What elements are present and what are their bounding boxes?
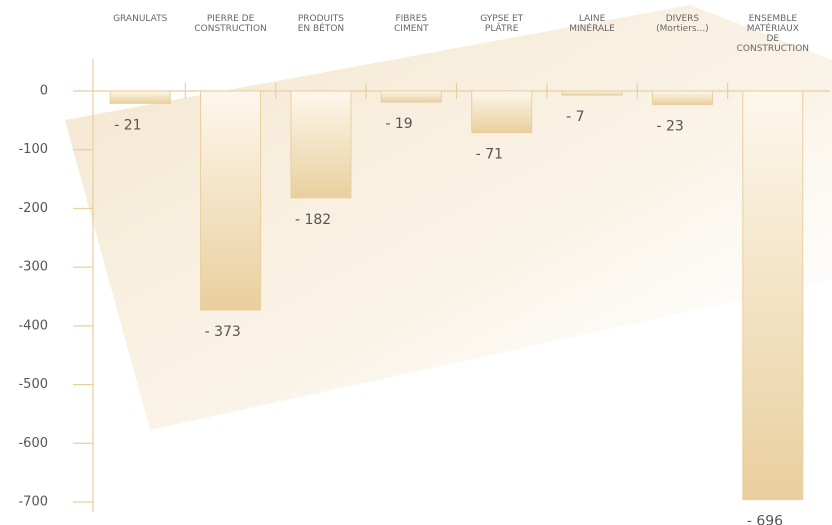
x-tick-label: GYPSE ET PLÂTRE: [480, 14, 523, 34]
y-tick-label: -400: [18, 318, 48, 333]
y-tick-label: -500: [18, 377, 48, 392]
bar: [380, 90, 442, 103]
x-tick-label-line: DE: [767, 34, 780, 44]
x-tick-label: DIVERS (Mortiers...): [656, 14, 709, 34]
value-label: - 696: [747, 514, 783, 525]
x-tick-label: FIBRES CIMENT: [394, 14, 429, 34]
y-tick-label: -700: [18, 495, 48, 510]
bar: [742, 90, 804, 501]
x-tick-label-line: EN BÉTON: [298, 22, 344, 34]
value-label: - 19: [385, 116, 412, 132]
x-tick-label-line: FIBRES: [395, 14, 427, 24]
bar: [651, 90, 713, 106]
bar: [561, 90, 623, 96]
bar: [290, 90, 352, 199]
bar: [471, 90, 533, 134]
x-tick-label-line: GRANULATS: [113, 14, 168, 24]
x-tick-label-line: ENSEMBLE: [749, 14, 798, 24]
x-tick-label-line: MINÉRALE: [569, 22, 615, 34]
x-tick-label-line: LAINE: [579, 14, 606, 24]
value-label: - 182: [295, 212, 331, 228]
x-tick-label-line: CONSTRUCTION: [194, 24, 266, 34]
y-tick-label: -100: [18, 142, 48, 157]
x-tick-label: PRODUITS EN BÉTON: [298, 14, 345, 34]
x-tick-label-line: MATÉRIAUX: [747, 22, 799, 34]
y-tick-label: -300: [18, 260, 48, 275]
x-tick-label: LAINE MINÉRALE: [569, 14, 615, 34]
x-tick-label-line: PLÂTRE: [485, 22, 519, 34]
y-tick-label: -600: [18, 436, 48, 451]
x-tick-label: PIERRE DE CONSTRUCTION: [194, 14, 266, 34]
bar: [200, 90, 262, 311]
y-tick-label: -200: [18, 201, 48, 216]
x-tick-label-line: DIVERS: [666, 14, 700, 24]
value-label: - 21: [114, 117, 141, 133]
value-label: - 23: [656, 119, 683, 135]
x-tick-label-line: (Mortiers...): [656, 24, 709, 34]
background-shape: [65, 5, 832, 430]
y-tick-label: 0: [40, 84, 48, 99]
x-tick-label-line: PRODUITS: [298, 14, 344, 24]
x-tick-label-line: CIMENT: [394, 24, 429, 34]
x-tick-label-line: PIERRE DE: [207, 14, 255, 24]
value-label: - 7: [566, 109, 584, 125]
x-tick-label-line: GYPSE ET: [480, 14, 523, 24]
bar: [109, 90, 171, 104]
x-tick-label-line: CONSTRUCTION: [737, 44, 809, 54]
value-label: - 71: [476, 147, 503, 163]
x-tick-label: GRANULATS: [113, 14, 168, 24]
value-label: - 373: [205, 324, 241, 340]
x-tick-label: ENSEMBLE MATÉRIAUX DE CONSTRUCTION: [737, 14, 809, 54]
